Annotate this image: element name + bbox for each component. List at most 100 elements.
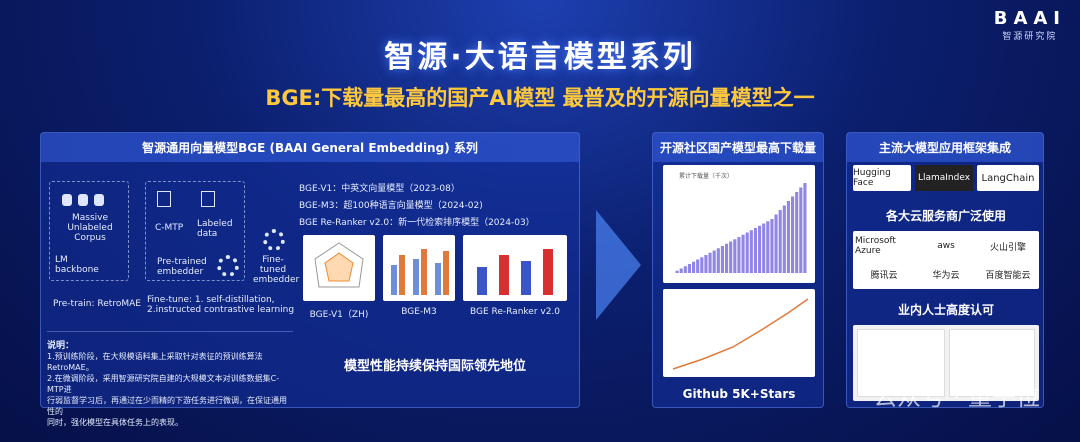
logo-mark: BAAI xyxy=(993,8,1066,29)
download-bar xyxy=(770,219,774,273)
reranker-bar-chart xyxy=(463,235,567,301)
download-bar xyxy=(725,243,729,273)
download-bar xyxy=(720,246,724,273)
download-bar xyxy=(774,214,778,273)
note-line: 同时，强化模型在具体任务上的表现。 xyxy=(47,418,183,427)
note-box: 说明： 1.预训练阶段，在大规模语料集上采取针对表征的预训练算法RetroMAE… xyxy=(47,331,293,427)
download-bar xyxy=(692,261,696,273)
download-bar xyxy=(679,268,683,273)
download-bar xyxy=(712,250,716,273)
download-bar xyxy=(758,225,762,273)
framework-tile: Hugging Face xyxy=(853,165,911,191)
download-bar xyxy=(729,241,733,273)
download-bar xyxy=(741,234,745,273)
download-bar xyxy=(753,228,757,273)
bar xyxy=(413,259,419,295)
chart-caption: BGE-M3 xyxy=(401,307,437,317)
langchain-label: LangChain xyxy=(981,172,1035,184)
chart-caption: BGE Re-Ranker v2.0 xyxy=(469,307,561,317)
download-bar xyxy=(766,221,770,273)
downloads-heading: 开源社区国产模型最高下载量 xyxy=(653,133,823,162)
radar-icon xyxy=(314,242,364,288)
cloud-tile: 华为云 xyxy=(917,263,975,285)
baai-logo: BAAI 智源研究院 xyxy=(994,8,1066,42)
download-bar xyxy=(683,266,687,273)
pretrain-label: Pre-train: RetroMAE xyxy=(53,299,141,309)
note-line: 行弱监督学习后，再通过在少而精的下游任务进行微调，在保证通用性的 xyxy=(47,396,287,416)
download-bar xyxy=(704,255,708,273)
note-title: 说明： xyxy=(47,341,75,351)
downloads-bars xyxy=(675,183,807,273)
download-bar xyxy=(675,270,679,273)
chart-caption: BGE-V1（ZH) xyxy=(309,310,369,320)
cloud-title: 各大云服务商广泛使用 xyxy=(885,209,1006,223)
watermark: 公众号 · 量子位 xyxy=(873,383,1040,411)
bar xyxy=(521,261,531,295)
gear-icon xyxy=(217,255,239,277)
downloads-chart: 累计下载量（千次） xyxy=(663,165,815,283)
integration-panel: 主流大模型应用框架集成 Hugging Face LlamaIndex Lang… xyxy=(846,132,1044,408)
cloud-tile: 百度智能云 xyxy=(979,263,1037,285)
bar xyxy=(443,251,449,295)
document-icon xyxy=(157,191,171,207)
stars-chart xyxy=(663,289,815,377)
huggingface-label: Hugging Face xyxy=(853,168,891,188)
bge-panel: 智源通用向量模型BGE (BAAI General Embedding) 系列 … xyxy=(40,132,580,427)
radar-chart xyxy=(303,235,375,301)
tweet-card xyxy=(949,329,1035,397)
downloads-panel: 开源社区国产模型最高下载量 累计下载量（千次） Github 5K+Stars xyxy=(652,132,824,408)
cmtp-label: C-MTP xyxy=(155,223,184,233)
labeled-doc-icon xyxy=(201,191,215,207)
download-bar xyxy=(799,187,803,273)
bar xyxy=(499,255,509,295)
download-bar xyxy=(716,248,720,273)
download-bar xyxy=(786,201,790,273)
download-bar xyxy=(700,257,704,273)
framework-tile: LangChain xyxy=(977,165,1039,191)
slide-title: 智源·大语言模型系列 xyxy=(384,40,696,75)
download-bar xyxy=(737,237,741,273)
version-list: BGE-V1：中英文向量模型（2023-08） BGE-M3：超100种语言向量… xyxy=(299,181,569,228)
note-line: 1.预训练阶段，在大规模语料集上采取针对表征的预训练算法RetroMAE。 xyxy=(47,352,263,372)
bge-panel-heading: 智源通用向量模型BGE (BAAI General Embedding) 系列 xyxy=(41,133,579,162)
performance-text: 模型性能持续保持国际领先地位 xyxy=(343,359,526,374)
m3-bar-chart xyxy=(383,235,455,301)
download-bar xyxy=(745,232,749,273)
stars-line xyxy=(672,298,809,370)
download-bar xyxy=(696,259,700,273)
version-item: BGE Re-Ranker v2.0：新一代检索排序模型（2024-03） xyxy=(299,218,535,228)
download-bar xyxy=(708,252,712,273)
download-bar xyxy=(803,183,807,273)
gear-icon xyxy=(263,229,285,251)
db-icon xyxy=(59,191,107,210)
download-bar xyxy=(782,205,786,273)
stage-finetune xyxy=(145,181,245,281)
bar xyxy=(399,255,405,295)
lm-label: LM backbone xyxy=(55,255,99,275)
download-bar xyxy=(749,230,753,273)
download-bar xyxy=(791,196,795,273)
tweet-screenshots xyxy=(853,325,1039,401)
slide-subtitle: BGE:下载量最高的国产AI模型 最普及的开源向量模型之一 xyxy=(265,86,815,110)
version-item: BGE-V1：中英文向量模型（2023-08） xyxy=(299,184,460,194)
chart-legend: 累计下载量（千次） xyxy=(679,173,734,180)
finetune-label: Fine-tune: 1. self-distillation, 2.instr… xyxy=(147,295,295,315)
bar xyxy=(391,265,397,295)
bar xyxy=(477,267,487,295)
download-bar xyxy=(762,223,766,273)
stage-pretrain xyxy=(49,181,129,281)
framework-tile: LlamaIndex xyxy=(915,165,973,191)
bar xyxy=(421,249,427,295)
download-bar xyxy=(687,264,691,273)
download-bar xyxy=(733,239,737,273)
cloud-tile: aws xyxy=(917,235,975,257)
bar xyxy=(543,249,553,295)
llamaindex-label: LlamaIndex xyxy=(917,173,971,183)
cloud-grid: Microsoft Azure aws 火山引擎 腾讯云 华为云 百度智能云 xyxy=(853,231,1039,289)
corpus-label: Massive Unlabeled Corpus xyxy=(67,213,113,243)
tweet-card xyxy=(857,329,945,397)
note-line: 2.在微调阶段，采用智源研究院自建的大规模文本对训练数据集C-MTP进 xyxy=(47,374,280,394)
logo-sub: 智源研究院 xyxy=(1002,32,1058,42)
pretrained-label: Pre-trained embedder xyxy=(157,257,207,277)
cloud-tile: 腾讯云 xyxy=(855,263,913,285)
